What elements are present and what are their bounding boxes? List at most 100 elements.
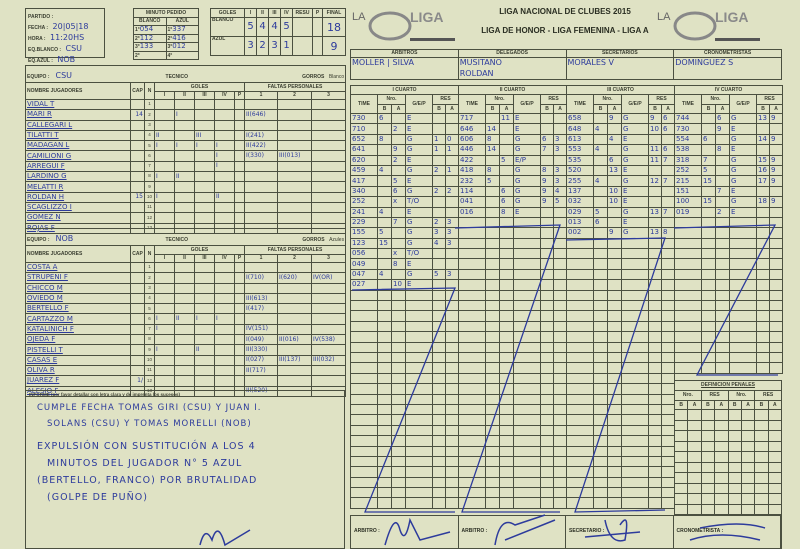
event-res-a: 3 — [444, 216, 460, 229]
event-nro-a — [715, 237, 730, 250]
event-type — [621, 268, 649, 281]
event-res-a — [444, 362, 460, 374]
player-foul — [244, 313, 278, 325]
event-nro-a — [499, 466, 514, 478]
penalties-team-header: A — [714, 400, 729, 410]
event-type — [729, 320, 757, 333]
event-type: G — [621, 175, 649, 187]
event-time — [674, 248, 702, 260]
event-res-b — [756, 248, 770, 260]
b-header: B — [593, 104, 608, 114]
event-nro-a — [715, 362, 730, 374]
player-foul — [277, 375, 312, 387]
event-nro-a — [607, 258, 622, 270]
player-name: ROLDAN H — [25, 191, 131, 203]
b-header: B — [701, 104, 716, 114]
event-time — [566, 403, 594, 416]
player-foul — [277, 261, 312, 274]
event-res-a — [444, 320, 460, 333]
player-number: 6 — [143, 150, 156, 162]
event-res-a — [552, 227, 568, 239]
event-nro-b — [701, 248, 716, 260]
player-foul — [310, 375, 347, 387]
event-type — [405, 403, 433, 416]
event-nro-a — [391, 487, 406, 499]
gorros-value: Azules — [329, 237, 345, 243]
score-header: RESU — [292, 8, 313, 18]
event-res-a — [444, 300, 460, 312]
timeout-period: 1° — [167, 27, 173, 34]
event-nro-b — [377, 341, 392, 354]
event-res-b — [648, 237, 662, 250]
player-goals — [194, 282, 215, 294]
penalty-cell — [740, 451, 756, 463]
player-goals — [174, 201, 196, 214]
event-time: 652 — [350, 133, 378, 146]
event-res-a — [660, 383, 676, 395]
event-type — [729, 258, 757, 270]
event-res-b — [648, 476, 662, 489]
event-res-b: 14 — [756, 133, 770, 146]
player-foul — [310, 282, 347, 294]
team-name: NOB — [55, 234, 74, 243]
event-time — [350, 331, 378, 343]
event-row — [458, 383, 568, 395]
event-time — [566, 466, 594, 478]
score-table: GOLES I II III IV RESU P FINAL BLANCO 5 4 4 5 18 AZUL 3… — [210, 8, 346, 56]
player-foul — [277, 119, 313, 131]
player-number: 3 — [143, 119, 156, 131]
player-goals — [154, 272, 175, 284]
player-goals — [194, 201, 216, 214]
event-res-b — [756, 362, 770, 374]
event-res-b: 13 — [648, 206, 662, 218]
event-type — [513, 393, 541, 405]
event-nro-b — [485, 227, 500, 239]
player-name: BERTELLO F — [25, 303, 131, 315]
event-row — [458, 466, 568, 478]
event-row — [566, 455, 676, 468]
player-goals — [154, 261, 175, 274]
player-number: 6 — [144, 313, 155, 325]
player-name: CARTAZZO M — [25, 313, 131, 325]
event-time — [566, 455, 594, 468]
event-row — [458, 445, 568, 457]
event-row — [350, 310, 460, 322]
event-res-b: 11 — [648, 144, 662, 156]
event-nro-a — [391, 112, 406, 125]
event-nro-a — [715, 196, 730, 208]
event-type — [513, 310, 541, 322]
event-res-b — [540, 362, 554, 374]
event-row — [350, 403, 460, 416]
event-type — [513, 372, 541, 385]
event-nro-b — [485, 351, 500, 364]
event-res-b — [756, 185, 770, 198]
event-time — [674, 268, 702, 281]
score-final: 18 — [322, 17, 346, 37]
event-res-a — [768, 268, 784, 281]
player-name: KATALINICH F — [25, 323, 131, 336]
penalty-cell — [754, 419, 769, 431]
player-cap: 1/ — [130, 375, 145, 387]
gorros-label: GORROS — [302, 237, 325, 243]
player-row: TILATTI T 4 II III I(241) — [25, 129, 347, 142]
event-res-a: 6 — [660, 112, 676, 125]
event-row: 151 7 E — [674, 185, 784, 198]
event-nro-a — [607, 268, 622, 281]
event-nro-b — [377, 393, 392, 405]
event-nro-a — [715, 289, 730, 302]
event-res-a — [444, 112, 460, 125]
event-res-a — [660, 310, 676, 322]
penalty-cell — [687, 430, 702, 442]
faltas-header: FALTAS PERSONALES — [243, 245, 347, 255]
event-type: G — [621, 123, 649, 135]
event-type — [513, 487, 541, 499]
penalty-cell — [687, 409, 702, 421]
event-row — [674, 227, 784, 239]
player-row: ROLDAN H 15 10 I II — [25, 191, 347, 203]
event-nro-b — [593, 310, 608, 322]
player-foul — [277, 323, 312, 336]
event-nro-a — [607, 424, 622, 437]
event-time — [458, 445, 486, 457]
event-res-b — [756, 289, 770, 302]
